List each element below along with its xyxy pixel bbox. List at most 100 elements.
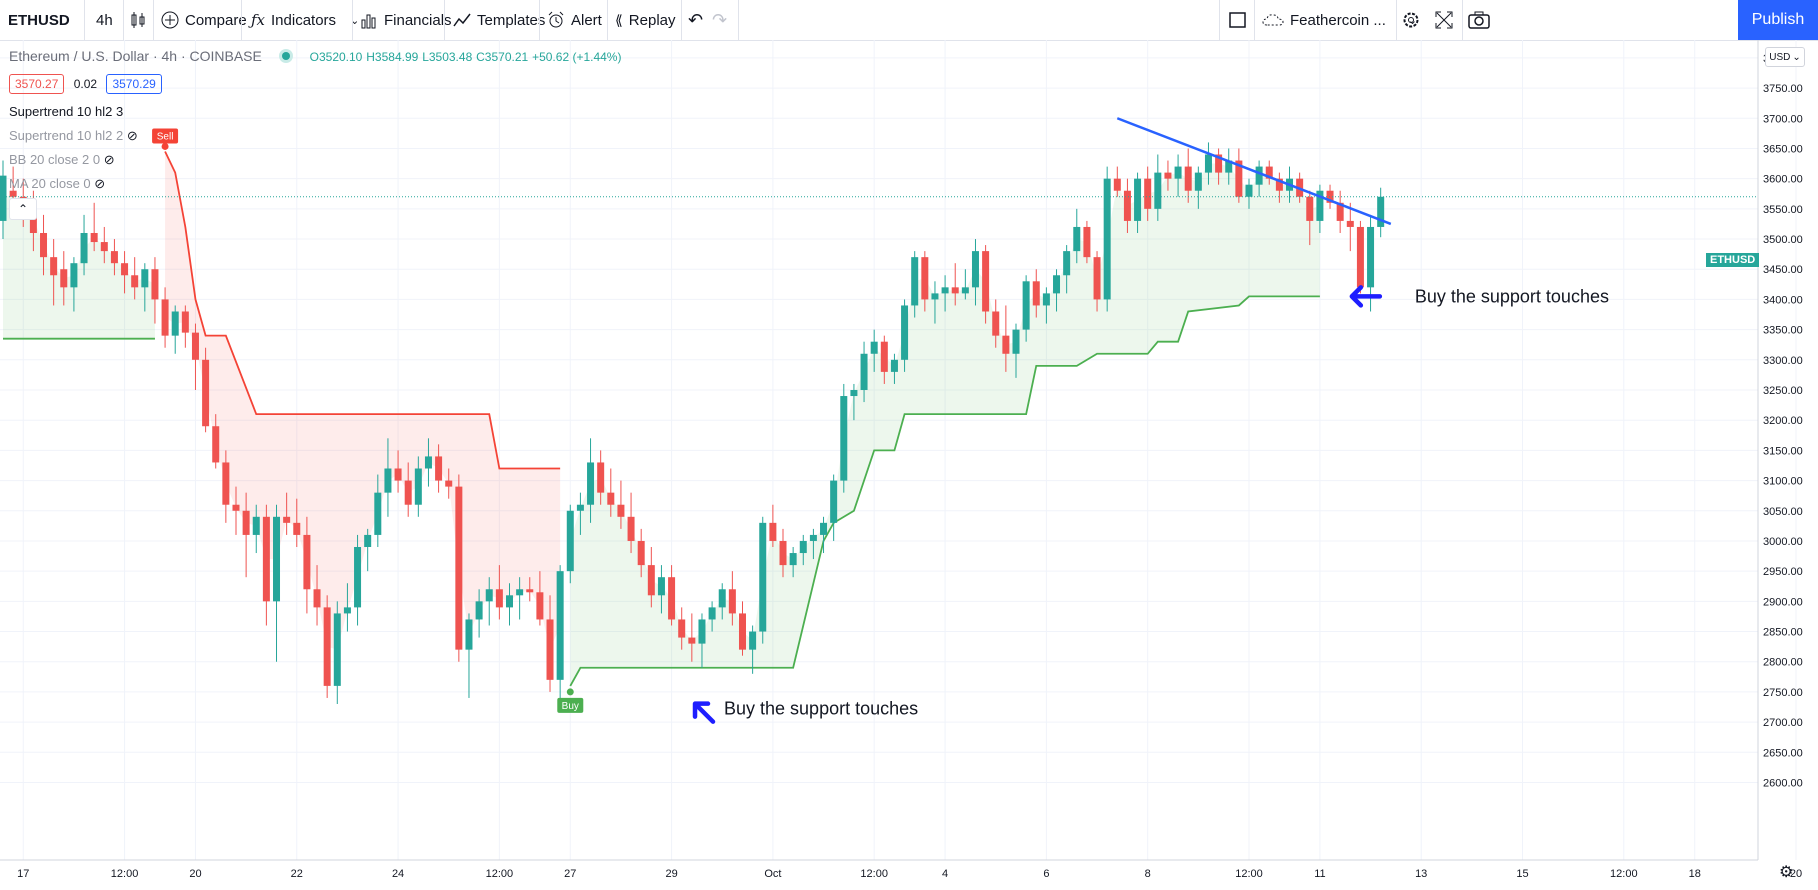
axis-settings-button[interactable]: ⚙ — [1779, 862, 1793, 882]
time-tick-label: 4 — [942, 868, 948, 880]
layout-toggle-button[interactable] — [1229, 0, 1247, 40]
replay-button[interactable]: ⟪ Replay — [615, 0, 676, 40]
indicator-row[interactable]: Supertrend 10 hl2 3 — [9, 104, 123, 119]
candle-up — [809, 534, 817, 541]
annotation-text: Buy the support touches — [724, 699, 918, 719]
divider — [352, 0, 353, 40]
candle-up — [708, 607, 716, 620]
candle-up — [1245, 184, 1253, 197]
candle-down — [1184, 166, 1192, 191]
settings-button[interactable] — [1401, 0, 1421, 40]
candle-down — [121, 263, 129, 276]
eye-hidden-icon[interactable]: ⊘ — [94, 176, 106, 191]
resistance-trendline — [1116, 117, 1392, 226]
candle-up — [850, 389, 858, 397]
sell-price-button[interactable]: 3570.27 — [9, 74, 65, 94]
interval-button[interactable]: 4h — [96, 0, 113, 40]
redo-icon: ↷ — [712, 9, 728, 30]
divider — [123, 0, 124, 40]
publish-label: Publish — [1751, 11, 1805, 28]
indicator-row[interactable]: Supertrend 10 hl2 2 ⊘ — [9, 128, 138, 144]
currency-selector[interactable]: USD ⌄ — [1765, 47, 1805, 67]
financials-button[interactable]: Financials — [360, 0, 452, 40]
symbol-search[interactable]: ETHUSD — [8, 0, 70, 40]
candle-down — [151, 269, 159, 300]
candle-down — [1346, 220, 1354, 227]
candle-up — [911, 257, 919, 306]
price-tick-label: 2800.00 — [1763, 657, 1803, 669]
divider — [241, 0, 242, 40]
candle-up — [556, 571, 564, 680]
candle-up — [1053, 275, 1061, 294]
snapshot-button[interactable] — [1468, 0, 1490, 40]
candle-down — [597, 462, 605, 493]
templates-button[interactable]: Templates — [453, 0, 545, 40]
candle-down — [212, 426, 220, 463]
sell-signal-badge — [152, 128, 179, 144]
last-price-symbol-label: ETHUSD — [1706, 253, 1760, 267]
collapse-legend-button[interactable]: ⌃ — [9, 198, 37, 220]
time-tick-label: 18 — [1689, 868, 1701, 880]
candle-up — [1174, 166, 1182, 179]
candle-up — [1134, 178, 1142, 221]
buy-price-button[interactable]: 3570.29 — [106, 74, 162, 94]
divider — [84, 0, 85, 40]
divider — [681, 0, 682, 40]
candle-up — [465, 619, 473, 650]
indicator-row[interactable]: MA 20 close 0 ⊘ — [9, 176, 105, 192]
candle-down — [242, 510, 250, 535]
alert-button[interactable]: Alert — [547, 0, 602, 40]
time-tick-label: Oct — [764, 868, 781, 880]
candle-up — [1316, 190, 1324, 221]
last-price-symbol: ETHUSD — [1710, 254, 1756, 266]
time-tick-label: 24 — [392, 868, 404, 880]
candle-up — [759, 522, 767, 632]
candle-up — [1073, 226, 1081, 252]
fullscreen-button[interactable] — [1435, 0, 1453, 40]
redo-button[interactable]: ↷ — [712, 0, 727, 40]
bid-ask: 3570.27 0.02 3570.29 — [9, 74, 162, 94]
price-tick-label: 2750.00 — [1763, 687, 1803, 699]
undo-button[interactable]: ↶ — [688, 0, 703, 40]
indicator-label: BB 20 close 2 0 — [9, 152, 101, 167]
price-tick-label: 3200.00 — [1763, 415, 1803, 427]
candle-up — [718, 589, 726, 608]
chevron-up-icon: ⌃ — [17, 202, 29, 216]
candle-down — [1336, 202, 1344, 221]
candle-down — [181, 311, 189, 333]
candle-down — [769, 522, 777, 541]
candle-down — [222, 462, 230, 505]
divider — [1396, 0, 1397, 40]
bar-chart-icon — [361, 14, 376, 29]
eye-hidden-icon[interactable]: ⊘ — [126, 128, 138, 143]
price-chart[interactable]: Sell Buy Buy the support touches Buy the su… — [0, 40, 1818, 890]
indicator-label: Supertrend 10 hl2 2 — [9, 128, 124, 143]
legend-high: H3584.99 — [366, 50, 419, 64]
templates-label: Templates — [477, 11, 546, 29]
time-axis: 17 12:00 20 22 24 12:00 27 29 Oct 12:00 4 6 8 12:00 11… — [0, 859, 1802, 880]
price-tick-label: 3400.00 — [1763, 294, 1803, 306]
spread-value: 0.02 — [73, 77, 98, 91]
candle-up — [273, 516, 281, 602]
candle-down — [1235, 160, 1243, 197]
chart-type-button[interactable] — [128, 0, 148, 40]
price-tick-label: 3250.00 — [1763, 385, 1803, 397]
indicator-row[interactable]: BB 20 close 2 0 ⊘ — [9, 152, 115, 168]
price-tick-label: 3350.00 — [1763, 325, 1803, 337]
divider — [1254, 0, 1255, 40]
price-tick-label: 3500.00 — [1763, 234, 1803, 246]
candle-up — [485, 589, 493, 602]
eye-hidden-icon[interactable]: ⊘ — [103, 152, 115, 167]
up-left-arrow-icon — [692, 701, 716, 724]
publish-button[interactable]: Publish — [1738, 0, 1818, 40]
candle-down — [668, 577, 676, 620]
chart-annotations: Sell Buy Buy the support touches Buy the su… — [0, 117, 1758, 724]
time-tick-label: 27 — [564, 868, 576, 880]
indicators-button[interactable]: ƒx Indicators ⌄ — [251, 0, 359, 40]
layout-name-button[interactable]: Feathercoin ... ⌄ — [1262, 0, 1417, 40]
compare-button[interactable]: Compare — [161, 0, 247, 40]
candle-down — [323, 607, 331, 686]
candle-up — [890, 359, 898, 372]
divider — [444, 0, 445, 40]
candle-down — [495, 589, 503, 608]
